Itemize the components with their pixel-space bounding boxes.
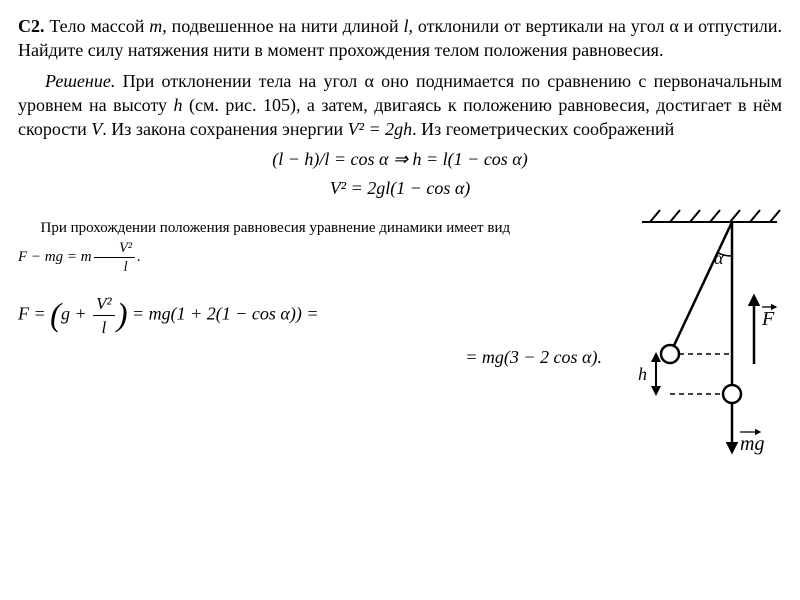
problem-label: С2. xyxy=(18,16,45,36)
sol-4: . Из геометрических соображений xyxy=(412,119,674,139)
var-h: h xyxy=(174,95,183,115)
eq-geometry-2: V² = 2gl(1 − cos α) xyxy=(18,176,782,200)
svg-text:mg: mg xyxy=(740,433,764,455)
eq-energy: V² = 2gh xyxy=(348,119,413,139)
eq-geometry-1: (l − h)/l = cos α ⇒ h = l(1 − cos α) xyxy=(18,147,782,171)
lower-text: При прохождении положения равновесия ура… xyxy=(18,204,612,373)
svg-text:F: F xyxy=(761,308,775,330)
solution-para-1: Решение. При отклонении тела на угол α о… xyxy=(18,69,782,142)
figure-pendulum: α h Fmg xyxy=(622,204,782,470)
stmt-2: , подвешенное на нити длиной xyxy=(162,16,403,36)
problem-statement: С2. Тело массой m, подвешенное на нити д… xyxy=(18,14,782,63)
figure-svg: α h Fmg xyxy=(622,204,782,464)
dyn-note-1: При прохождении положения равновесия ура… xyxy=(41,220,511,236)
lower-area: При прохождении положения равновесия ура… xyxy=(18,204,782,470)
stmt-1: Тело массой xyxy=(45,16,150,36)
eq-final-2: = mg(3 − 2 cos α). xyxy=(18,345,612,369)
var-m: m xyxy=(149,16,162,36)
var-V: V xyxy=(91,119,102,139)
svg-text:α: α xyxy=(714,248,724,268)
solution-label: Решение. xyxy=(45,71,115,91)
sol-3: . Из закона сохранения энергии xyxy=(102,119,347,139)
svg-text:h: h xyxy=(638,364,647,384)
eq-final-1: F = (g + V²l) = mg(1 + 2(1 − cos α)) = xyxy=(18,292,612,339)
dynamics-note: При прохождении положения равновесия ура… xyxy=(18,219,612,277)
dyn-eq: F − mg = mV²l. xyxy=(18,249,141,265)
